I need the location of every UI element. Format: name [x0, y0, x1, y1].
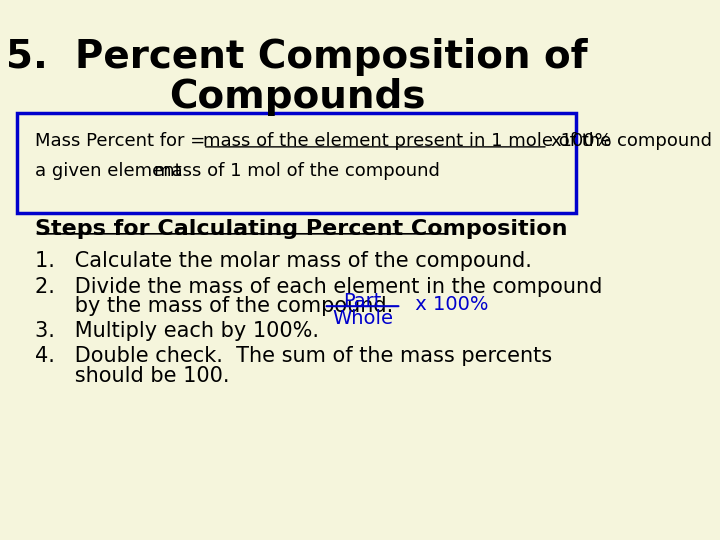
- Text: Part: Part: [343, 292, 382, 310]
- Text: a given element: a given element: [35, 162, 181, 180]
- Text: mass of the element present in 1 mole of the compound: mass of the element present in 1 mole of…: [203, 132, 712, 150]
- Text: 3.   Multiply each by 100%.: 3. Multiply each by 100%.: [35, 321, 318, 341]
- Text: should be 100.: should be 100.: [35, 366, 229, 386]
- Text: x100%: x100%: [551, 132, 612, 150]
- FancyBboxPatch shape: [17, 113, 577, 213]
- Text: Compounds: Compounds: [168, 78, 425, 116]
- Text: 1.   Calculate the molar mass of the compound.: 1. Calculate the molar mass of the compo…: [35, 251, 531, 271]
- Text: by the mass of the compound.: by the mass of the compound.: [35, 296, 393, 316]
- Text: Steps for Calculating Percent Composition: Steps for Calculating Percent Compositio…: [35, 219, 567, 239]
- Text: 2.   Divide the mass of each element in the compound: 2. Divide the mass of each element in th…: [35, 277, 602, 297]
- Text: 5.  Percent Composition of: 5. Percent Composition of: [6, 38, 588, 76]
- Text: x 100%: x 100%: [409, 295, 489, 314]
- Text: 4.   Double check.  The sum of the mass percents: 4. Double check. The sum of the mass per…: [35, 346, 552, 366]
- Text: Mass Percent for =: Mass Percent for =: [35, 132, 204, 150]
- Text: Whole: Whole: [332, 309, 393, 328]
- Text: mass of 1 mol of the compound: mass of 1 mol of the compound: [154, 162, 440, 180]
